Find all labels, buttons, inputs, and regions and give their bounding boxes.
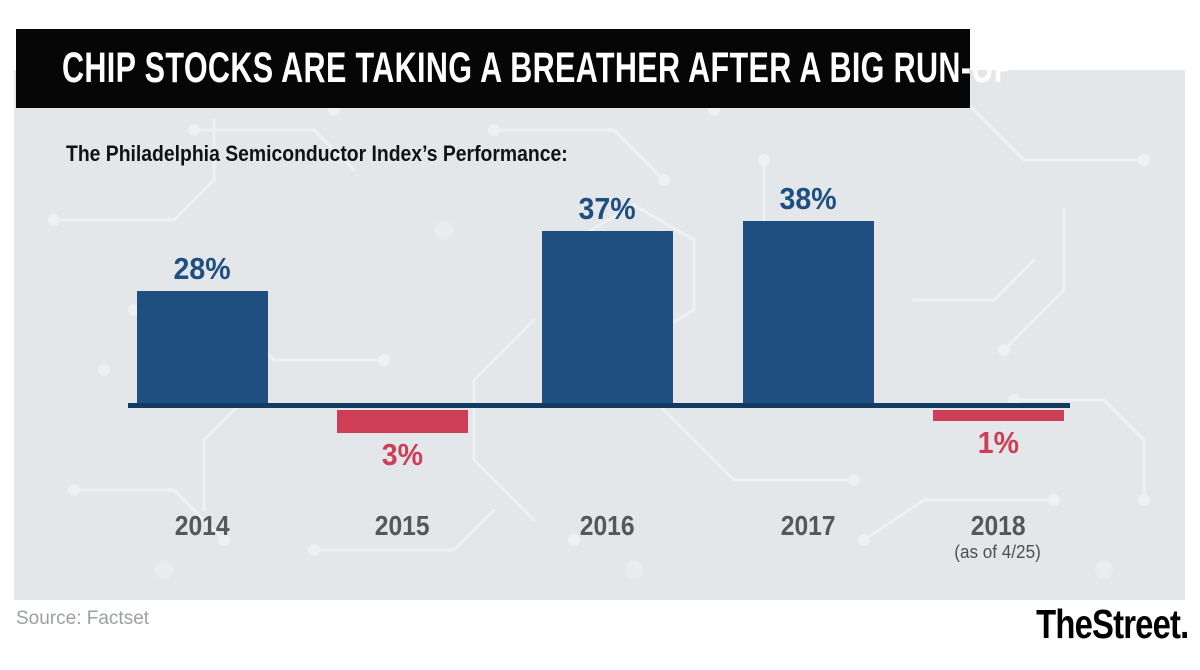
- bar-2014: [136, 291, 268, 408]
- page-title: CHIP STOCKS ARE TAKING A BREATHER AFTER …: [62, 44, 1015, 92]
- value-label-2015: 3%: [381, 437, 423, 472]
- chart-subtitle: The Philadelphia Semiconductor Index’s P…: [66, 141, 568, 166]
- value-label-2017: 38%: [779, 181, 837, 216]
- source-attribution: Source: Factset: [16, 608, 150, 629]
- category-label-2017: 2017: [780, 510, 836, 541]
- thestreet-logo: TheStreet.: [1035, 601, 1189, 647]
- category-label-2018: 2018: [970, 510, 1026, 541]
- bar-2018: [932, 410, 1064, 421]
- title-bar: CHIP STOCKS ARE TAKING A BREATHER AFTER …: [16, 29, 1014, 108]
- value-label-2014: 28%: [173, 251, 231, 286]
- value-label-2016: 37%: [578, 191, 636, 226]
- value-label-2018: 1%: [977, 425, 1019, 460]
- circuit-pattern-decoration: [48, 94, 1150, 579]
- bar-2016: [541, 231, 673, 408]
- category-label-2015: 2015: [374, 510, 430, 541]
- chart-subtitle-wrap: The Philadelphia Semiconductor Index’s P…: [66, 141, 636, 167]
- category-label-2014: 2014: [174, 510, 230, 541]
- x-axis-line: [128, 403, 1070, 408]
- category-label-2016: 2016: [579, 510, 635, 541]
- bar-2017: [742, 221, 874, 408]
- category-note-2018: (as of 4/25): [954, 542, 1042, 562]
- bar-2015: [336, 410, 468, 433]
